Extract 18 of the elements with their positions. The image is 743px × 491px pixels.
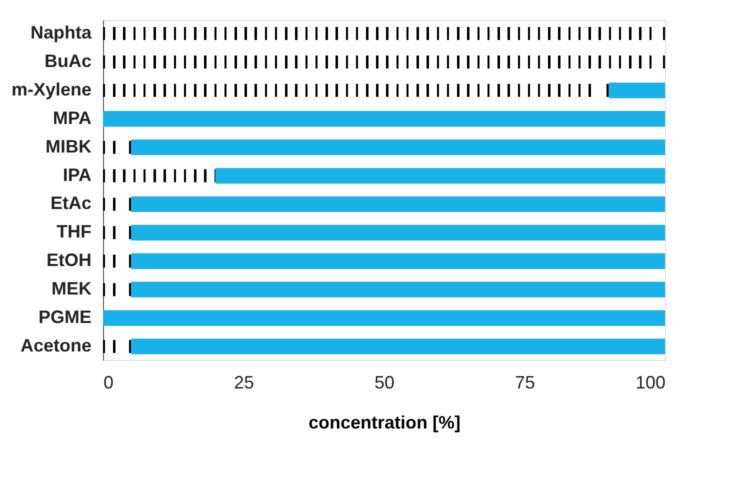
y-tick-label: THF bbox=[56, 222, 92, 242]
y-tick-label: IPA bbox=[62, 164, 92, 185]
y-tick-label: EtAc bbox=[50, 193, 92, 214]
y-tick-label: Naphta bbox=[30, 22, 92, 43]
y-tick-label: MIBK bbox=[46, 136, 92, 156]
y-tick-label: Acetone bbox=[20, 335, 92, 356]
x-tick-label: 25 bbox=[234, 372, 254, 392]
x-axis-title: concentration [%] bbox=[308, 412, 461, 432]
x-tick-label: 75 bbox=[514, 372, 536, 392]
y-tick-label: PGME bbox=[38, 307, 92, 328]
y-tick-label: MPA bbox=[52, 108, 92, 128]
y-tick-label: m-Xylene bbox=[11, 79, 92, 100]
y-tick-label: BuAc bbox=[44, 50, 92, 71]
x-tick-label: 100 bbox=[635, 372, 666, 392]
x-tick-label: 0 bbox=[104, 372, 114, 392]
y-tick-label: EtOH bbox=[46, 250, 92, 270]
y-tick-label: MEK bbox=[52, 278, 92, 299]
x-tick-label: 50 bbox=[374, 372, 395, 392]
